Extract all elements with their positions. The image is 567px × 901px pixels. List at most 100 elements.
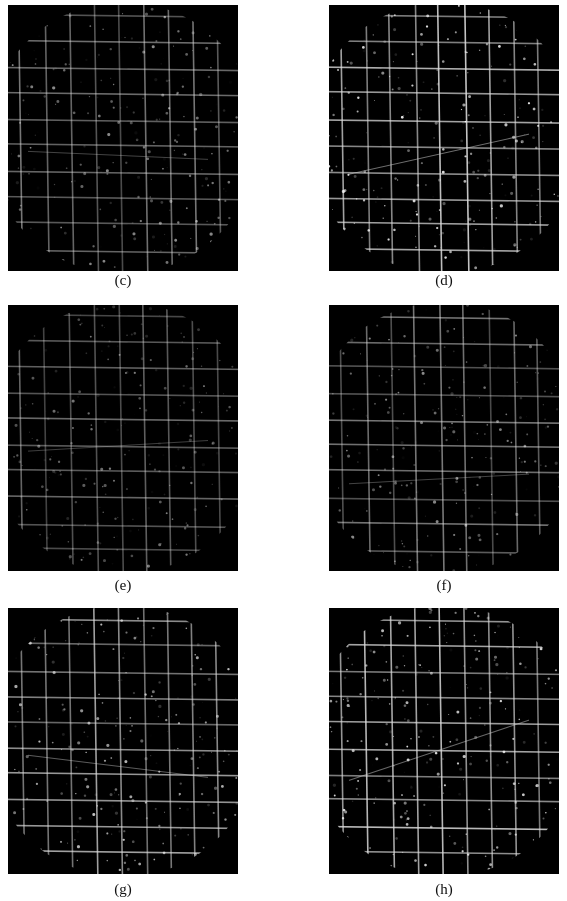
speck [393, 818, 395, 820]
speck [330, 455, 333, 458]
speck [534, 514, 536, 516]
speck [339, 509, 341, 511]
speck [544, 419, 546, 421]
speck [388, 339, 390, 341]
speck [192, 31, 195, 34]
speck [403, 413, 404, 414]
speck [145, 335, 148, 338]
speck [515, 834, 517, 836]
speck [115, 812, 118, 815]
speck [332, 683, 333, 684]
speck [17, 66, 18, 67]
speck [120, 107, 121, 108]
speck [209, 35, 211, 37]
speck [436, 69, 438, 71]
speck [51, 456, 52, 457]
speck [112, 305, 115, 308]
speck [435, 122, 438, 125]
speck [37, 186, 40, 189]
speck [114, 792, 115, 793]
speck [172, 518, 174, 520]
speck [71, 723, 72, 724]
speck [398, 392, 400, 394]
speck [342, 190, 345, 193]
speck [458, 793, 461, 796]
speck [342, 108, 344, 110]
speck [497, 365, 500, 368]
speck [218, 771, 220, 773]
speck [124, 422, 126, 424]
speck [174, 835, 176, 837]
speck [22, 808, 24, 810]
speck [518, 637, 519, 638]
speck [176, 465, 177, 466]
speck [179, 808, 180, 809]
speck [377, 449, 378, 450]
speck [404, 665, 405, 666]
speck [493, 849, 495, 851]
speck [100, 808, 102, 810]
speck [401, 441, 404, 444]
speck [362, 677, 364, 679]
speck [186, 207, 188, 209]
speck [377, 24, 379, 26]
speck [226, 410, 228, 412]
speck [213, 812, 215, 814]
speck [46, 537, 49, 540]
speck [205, 177, 208, 180]
speck [462, 121, 465, 124]
speck [453, 534, 455, 536]
speck [131, 555, 134, 558]
speck [473, 431, 476, 434]
speck [19, 459, 20, 460]
speck [505, 413, 507, 415]
speck [214, 223, 216, 225]
speck [479, 50, 480, 51]
speck [15, 424, 18, 427]
speck [84, 524, 85, 525]
speck [547, 426, 549, 428]
speck [433, 500, 436, 503]
speck [363, 188, 366, 191]
speck [177, 423, 179, 425]
speck [443, 426, 446, 429]
speck [430, 554, 432, 556]
speck [87, 632, 88, 633]
speck [14, 769, 15, 770]
speck [59, 471, 60, 472]
speck [234, 814, 236, 816]
speck [207, 184, 209, 186]
speck [472, 171, 475, 174]
speck [361, 237, 363, 239]
speck [432, 409, 434, 411]
speck [439, 209, 441, 211]
speck [514, 788, 516, 790]
speck [199, 756, 201, 758]
speck [462, 104, 465, 107]
speck [406, 819, 407, 820]
figure-page: (c)(d)(e)(f)(g)(h) [0, 0, 567, 901]
speck [201, 169, 202, 170]
speck [367, 229, 370, 232]
speck [145, 757, 148, 760]
speck [126, 488, 128, 490]
speck [410, 738, 411, 739]
speck [182, 342, 183, 343]
speck [357, 96, 359, 98]
speck [103, 308, 105, 310]
speck [20, 205, 22, 207]
speck [109, 468, 111, 470]
speck [169, 398, 170, 399]
speck [496, 420, 499, 423]
speck [86, 785, 89, 788]
speck [510, 432, 512, 434]
speck [407, 635, 409, 637]
speck [383, 218, 384, 219]
speck [100, 624, 102, 626]
speck [85, 478, 87, 480]
speck [155, 700, 156, 701]
speck [381, 635, 383, 637]
speck [477, 615, 479, 617]
speck [377, 245, 378, 246]
speck [174, 243, 175, 244]
